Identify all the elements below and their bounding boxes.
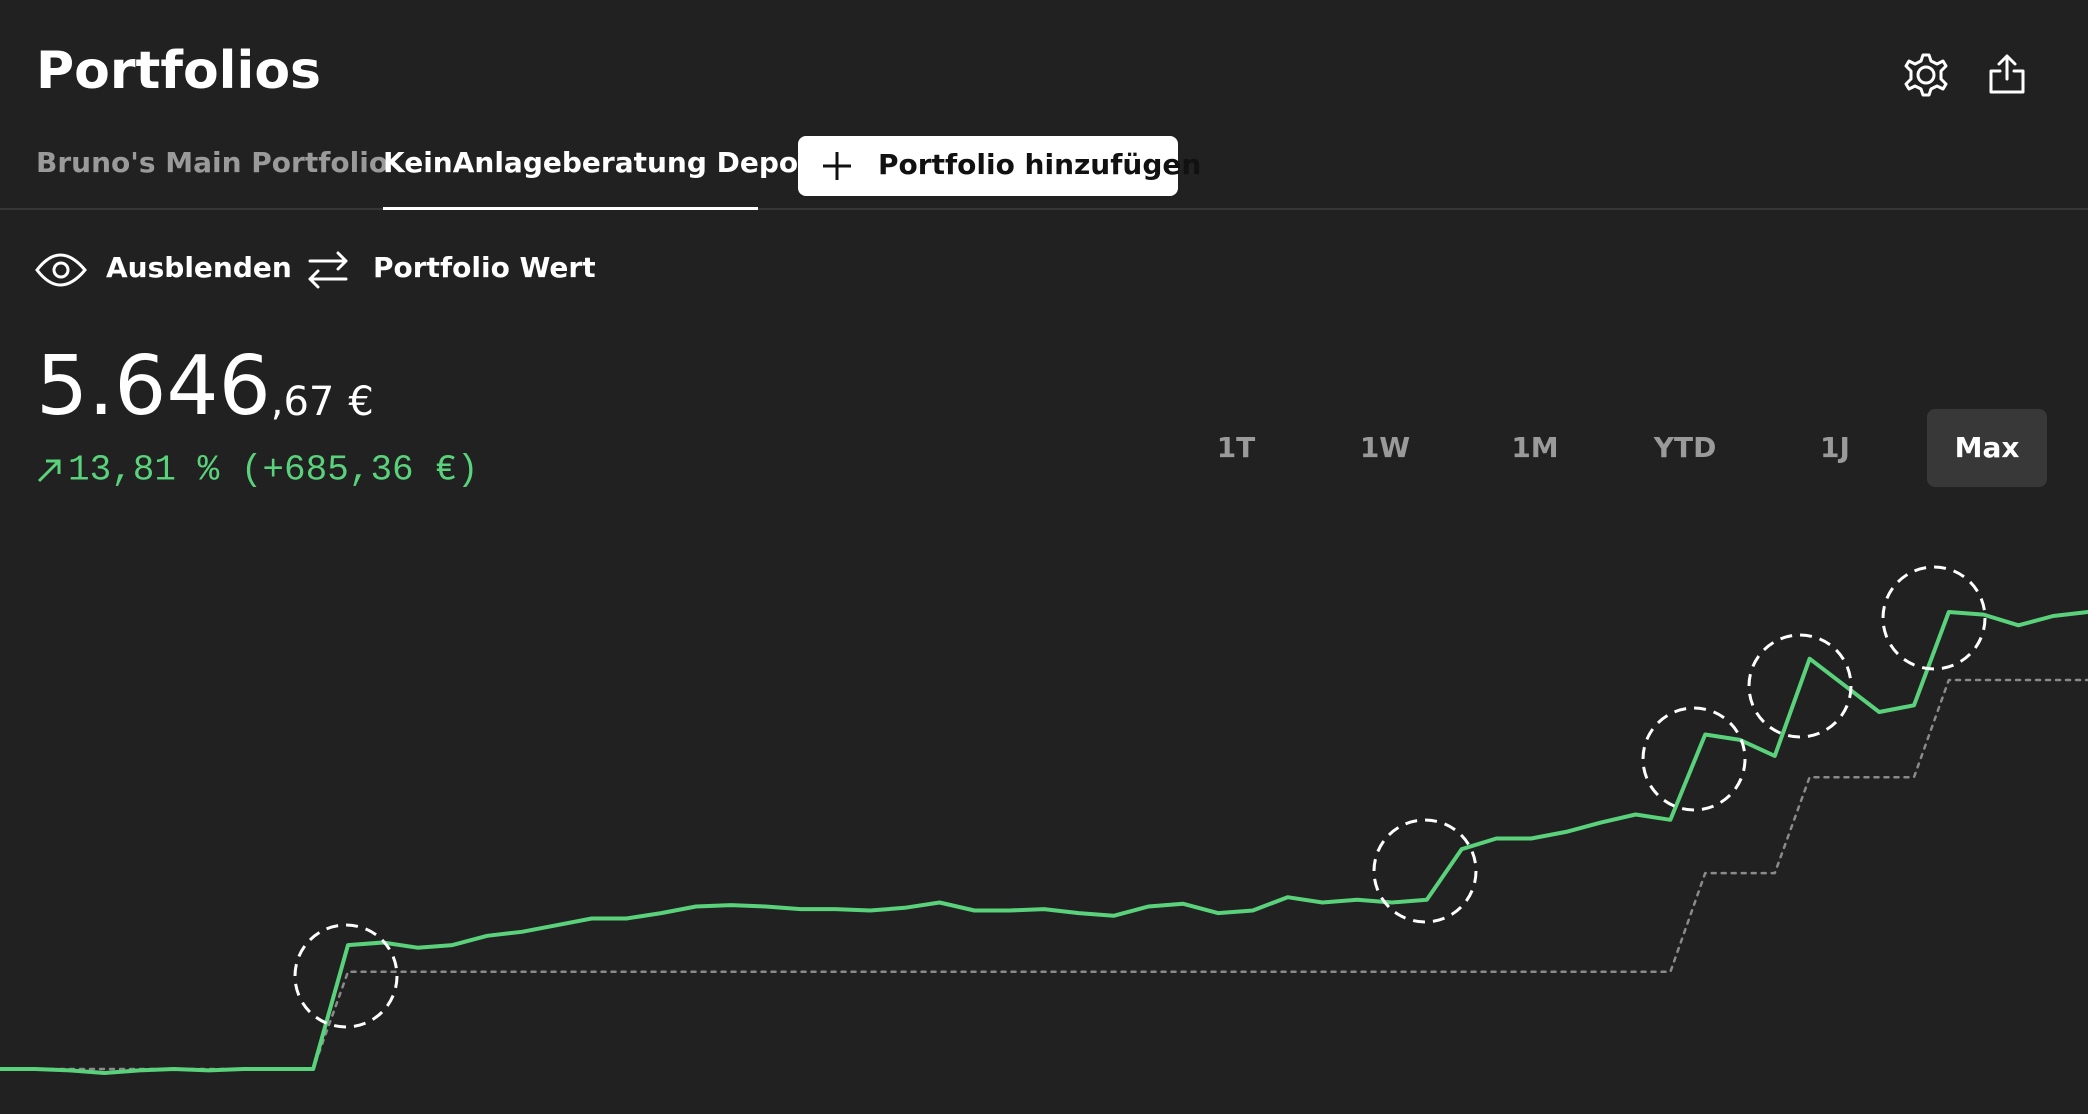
hide-toggle[interactable]: Ausblenden (106, 251, 292, 284)
value-main: 5.646,67 € (36, 339, 374, 434)
switch-icon[interactable] (308, 251, 348, 289)
button-label: Portfolio hinzufügen (878, 148, 1201, 181)
range-button[interactable]: 1J (1820, 431, 1850, 464)
range-button[interactable]: YTD (1653, 431, 1717, 464)
range-button[interactable]: Max (1955, 431, 2020, 464)
deposit-marker (293, 923, 399, 1029)
tab-underline (383, 207, 758, 210)
range-active-bg (1927, 409, 2047, 487)
range-button[interactable]: 1W (1360, 431, 1410, 464)
plus-icon (823, 152, 851, 180)
range-button[interactable]: 1T (1217, 431, 1256, 464)
value-change: 13,81 % (+685,36 €) (68, 450, 478, 491)
deposit-marker (1881, 565, 1987, 671)
button-bg (798, 136, 1178, 196)
eye-icon[interactable] (35, 253, 87, 287)
value-line (0, 610, 2088, 1075)
deposit-marker (1747, 633, 1853, 739)
add-portfolio-button[interactable]: Portfolio hinzufügen (798, 136, 1201, 196)
divider (0, 208, 2088, 210)
deposit-marker (1372, 818, 1478, 924)
deposit-markers (293, 565, 1987, 1029)
tab-active[interactable]: KeinAnlageberatung Depot (383, 146, 812, 179)
share-icon[interactable] (1989, 54, 2025, 94)
value-decimals: ,67 (271, 379, 335, 425)
value-integer: 5.646 (36, 339, 271, 434)
value-toggle[interactable]: Portfolio Wert (373, 251, 596, 284)
settings-icon[interactable] (1904, 53, 1948, 97)
tab[interactable]: Bruno's Main Portfolio (36, 146, 388, 179)
deposit-marker (1641, 706, 1747, 812)
invested-line (0, 678, 2088, 1071)
trend-arrow (37, 459, 61, 483)
chart (0, 610, 2088, 1075)
range-selector: 1T 1W 1M YTD 1J Max (1217, 431, 2020, 464)
range-button[interactable]: 1M (1511, 431, 1558, 464)
value-currency: € (348, 379, 373, 425)
page-title: Portfolios (36, 41, 321, 101)
